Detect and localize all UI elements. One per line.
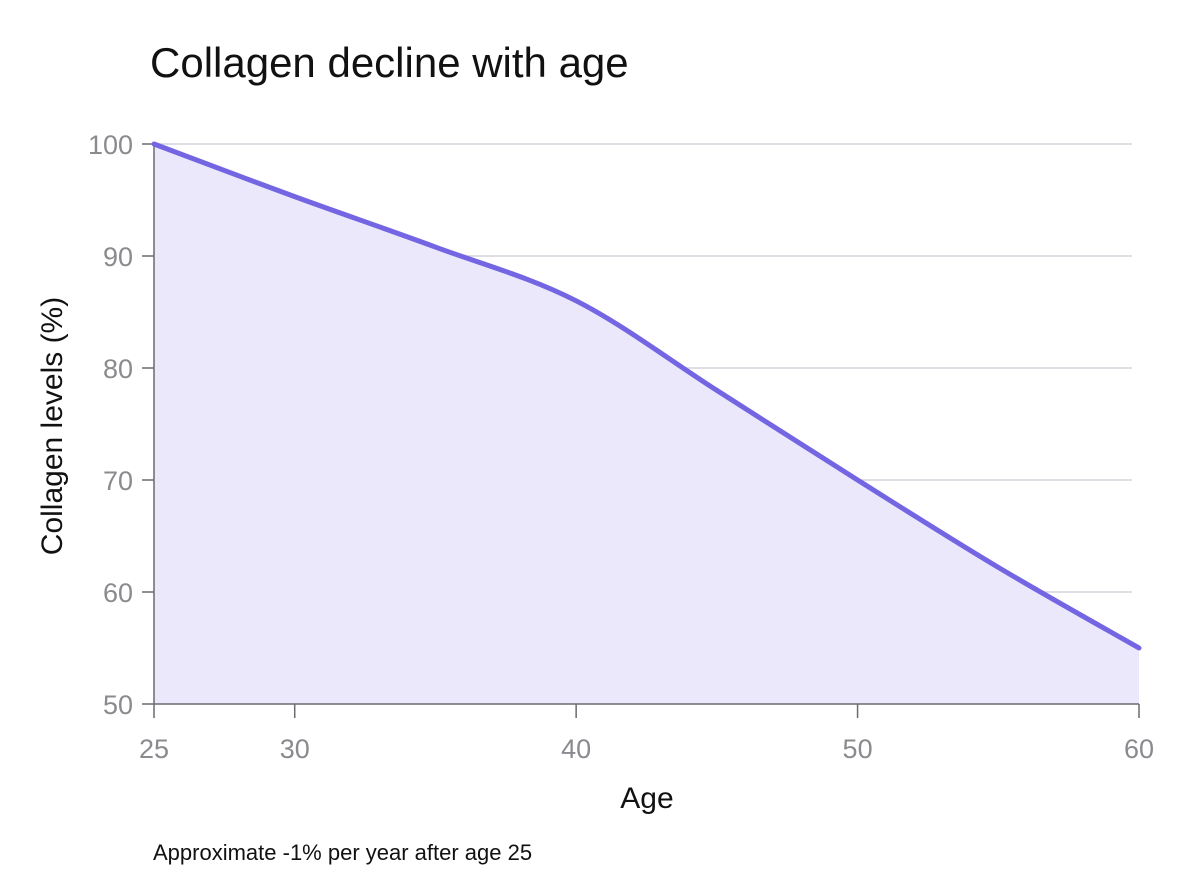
area-fill xyxy=(154,144,1139,704)
data-point-55 xyxy=(996,565,1001,570)
y-tick-label-60: 60 xyxy=(103,578,133,608)
series-line xyxy=(151,141,1142,651)
axes xyxy=(142,143,1140,718)
data-point-60 xyxy=(1137,646,1142,651)
x-tick-label-30: 30 xyxy=(280,734,310,764)
x-tick-label-40: 40 xyxy=(561,734,591,764)
x-axis-label: Age xyxy=(620,782,673,815)
x-tick-label-50: 50 xyxy=(843,734,873,764)
data-point-45 xyxy=(714,388,719,393)
data-point-40 xyxy=(574,298,579,303)
chart-title: Collagen decline with age xyxy=(150,39,629,86)
data-point-35 xyxy=(433,245,438,250)
x-tick-label-60: 60 xyxy=(1124,734,1154,764)
y-axis-label: Collagen levels (%) xyxy=(36,297,69,555)
data-point-50 xyxy=(855,478,860,483)
y-tick-label-80: 80 xyxy=(103,354,133,384)
y-tick-label-90: 90 xyxy=(103,242,133,272)
y-tick-label-50: 50 xyxy=(103,690,133,720)
y-tick-label-100: 100 xyxy=(88,130,133,160)
chart-annotation: Approximate -1% per year after age 25 xyxy=(153,840,532,865)
data-point-30 xyxy=(292,194,297,199)
y-tick-label-70: 70 xyxy=(103,466,133,496)
x-tick-label-25: 25 xyxy=(139,734,169,764)
x-tick-labels: 25 30 40 50 60 xyxy=(139,734,1154,764)
y-tick-labels: 50 60 70 80 90 100 xyxy=(88,130,133,720)
data-point-25 xyxy=(152,142,157,147)
